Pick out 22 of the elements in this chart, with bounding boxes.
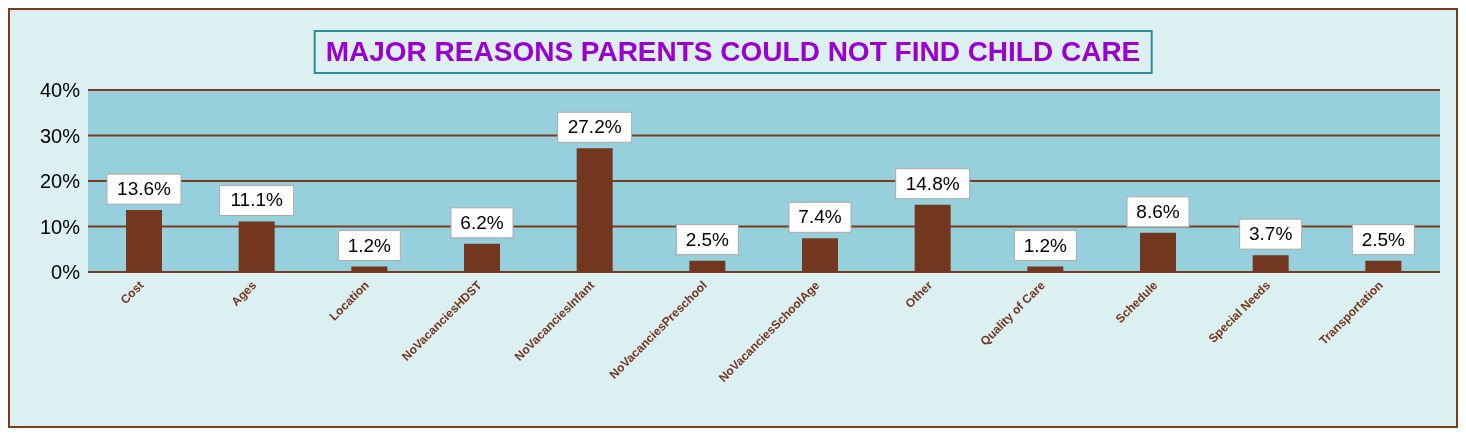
bar: [1252, 255, 1289, 272]
data-label: 6.2%: [460, 211, 504, 233]
data-label: 11.1%: [230, 189, 283, 211]
bar: [802, 238, 838, 272]
bar: [1140, 232, 1176, 272]
data-label: 1.2%: [347, 234, 392, 256]
data-label: 3.7%: [1249, 223, 1293, 245]
bar: [464, 243, 500, 272]
y-tick-label: 30%: [39, 124, 81, 147]
data-label: 2.5%: [685, 228, 730, 250]
data-label: 7.4%: [798, 206, 842, 228]
data-label: 13.6%: [117, 178, 172, 200]
data-label: 27.2%: [567, 116, 622, 138]
data-label: 1.2%: [1023, 234, 1068, 256]
y-tick-label: 10%: [39, 215, 81, 238]
y-tick-label: 20%: [39, 170, 81, 193]
y-tick-label: 0%: [51, 261, 81, 284]
data-label: 8.6%: [1136, 200, 1180, 222]
chart-title: MAJOR REASONS PARENTS COULD NOT FIND CHILD CARE: [313, 30, 1153, 74]
data-label: 2.5%: [1361, 228, 1406, 250]
y-tick-label: 40%: [39, 79, 81, 102]
data-label: 14.8%: [905, 172, 960, 194]
